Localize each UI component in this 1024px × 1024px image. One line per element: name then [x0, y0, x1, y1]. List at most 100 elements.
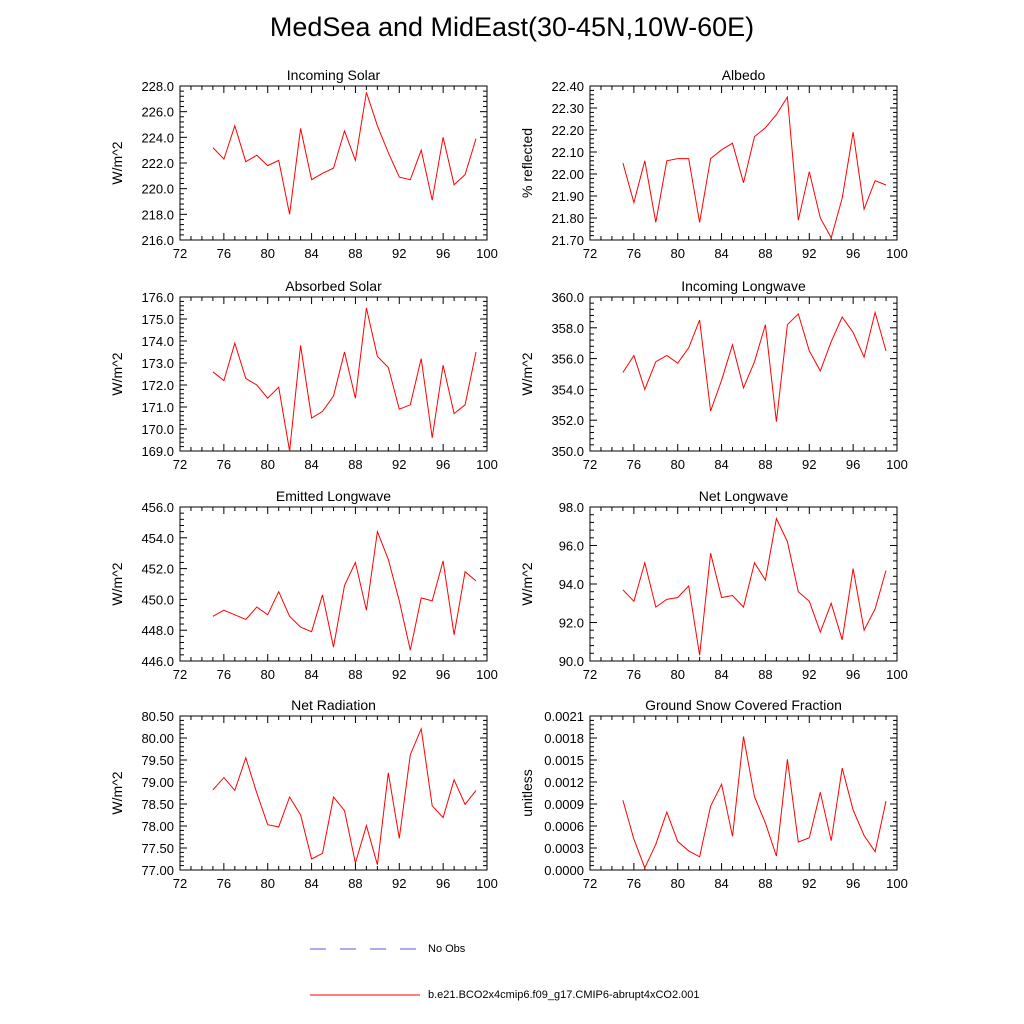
x-tick-label: 72 — [173, 246, 187, 261]
panel-title: Ground Snow Covered Fraction — [645, 697, 842, 713]
x-tick-label: 88 — [758, 667, 772, 682]
y-tick-label: 0.0015 — [544, 753, 584, 768]
y-tick-label: 171.0 — [141, 400, 174, 415]
x-tick-label: 84 — [714, 457, 728, 472]
x-tick-label: 76 — [627, 667, 641, 682]
x-tick-label: 92 — [392, 246, 406, 261]
x-tick-label: 92 — [392, 876, 406, 891]
x-tick-label: 84 — [714, 667, 728, 682]
plot-frame — [179, 715, 488, 871]
y-tick-label: 79.00 — [141, 775, 174, 790]
x-tick-label: 80 — [260, 457, 274, 472]
y-tick-label: 224.0 — [141, 130, 174, 145]
data-series-line — [622, 736, 887, 870]
y-tick-label: 77.00 — [141, 863, 174, 878]
y-axis-label: W/m^2 — [109, 352, 125, 395]
y-tick-label: 173.0 — [141, 356, 174, 371]
x-tick-label: 80 — [670, 457, 684, 472]
legend-model-line — [310, 994, 420, 996]
panel-title: Absorbed Solar — [285, 278, 382, 294]
x-tick-label: 84 — [714, 246, 728, 261]
chart-panel-8: Ground Snow Covered Fraction unitless 72 76… — [519, 697, 908, 891]
y-tick-label: 452.0 — [141, 562, 174, 577]
x-tick-label: 84 — [304, 667, 318, 682]
y-tick-label: 175.0 — [141, 312, 174, 327]
x-tick-label: 88 — [348, 876, 362, 891]
panel-title: Net Radiation — [291, 697, 376, 713]
chart-panel-2: Albedo % reflected 72 76 80 84 88 92 96 100 21.70 2… — [519, 67, 908, 261]
x-tick-label: 92 — [802, 667, 816, 682]
legend-obs-line — [310, 948, 420, 950]
data-series-line — [212, 726, 477, 865]
y-tick-label: 450.0 — [141, 592, 174, 607]
x-tick-label: 92 — [802, 876, 816, 891]
y-tick-label: 22.40 — [551, 79, 584, 94]
plot-frame — [179, 506, 488, 662]
y-tick-label: 0.0000 — [544, 863, 584, 878]
y-tick-label: 78.50 — [141, 797, 174, 812]
y-tick-label: 22.20 — [551, 123, 584, 138]
figure-title: MedSea and MidEast(30-45N,10W-60E) — [269, 12, 755, 42]
x-tick-label: 96 — [846, 667, 860, 682]
x-tick-label: 84 — [304, 246, 318, 261]
x-tick-label: 92 — [802, 457, 816, 472]
x-tick-label: 100 — [886, 457, 908, 472]
y-tick-label: 456.0 — [141, 500, 174, 515]
x-tick-label: 92 — [392, 457, 406, 472]
y-tick-label: 358.0 — [551, 321, 584, 336]
y-tick-label: 22.30 — [551, 101, 584, 116]
x-tick-label: 72 — [583, 457, 597, 472]
y-tick-label: 0.0009 — [544, 797, 584, 812]
x-tick-label: 100 — [886, 876, 908, 891]
x-tick-label: 96 — [436, 246, 450, 261]
x-tick-label: 72 — [583, 667, 597, 682]
x-tick-label: 72 — [173, 457, 187, 472]
x-tick-label: 96 — [846, 876, 860, 891]
y-axis-label: W/m^2 — [109, 562, 125, 605]
y-tick-label: 96.0 — [559, 539, 584, 554]
x-tick-label: 92 — [802, 246, 816, 261]
y-tick-label: 21.80 — [551, 211, 584, 226]
y-tick-label: 79.50 — [141, 753, 174, 768]
x-tick-label: 100 — [476, 876, 498, 891]
x-tick-label: 84 — [714, 876, 728, 891]
x-tick-label: 96 — [846, 457, 860, 472]
plot-frame — [179, 85, 488, 241]
x-tick-label: 100 — [476, 457, 498, 472]
x-tick-label: 100 — [886, 246, 908, 261]
data-series-line — [212, 307, 477, 452]
x-tick-label: 100 — [886, 667, 908, 682]
y-axis-label: W/m^2 — [519, 352, 535, 395]
chart-panel-5: Emitted Longwave W/m^2 72 76 80 84 88 92 96 100 44… — [109, 488, 498, 682]
x-tick-label: 72 — [583, 246, 597, 261]
x-tick-label: 84 — [304, 876, 318, 891]
panel-title: Incoming Longwave — [681, 278, 806, 294]
y-tick-label: 0.0018 — [544, 731, 584, 746]
x-tick-label: 100 — [476, 246, 498, 261]
chart-panel-1: Incoming Solar W/m^2 72 76 80 84 88 92 96 100 216.… — [109, 67, 498, 261]
y-tick-label: 21.70 — [551, 233, 584, 248]
y-tick-label: 222.0 — [141, 156, 174, 171]
x-tick-label: 76 — [627, 246, 641, 261]
y-tick-label: 0.0021 — [544, 709, 584, 724]
y-tick-label: 169.0 — [141, 444, 174, 459]
x-tick-label: 96 — [436, 457, 450, 472]
y-tick-label: 92.0 — [559, 616, 584, 631]
y-tick-label: 446.0 — [141, 654, 174, 669]
legend-obs-label: No Obs — [428, 943, 466, 955]
x-tick-label: 100 — [476, 667, 498, 682]
panel-title: Albedo — [722, 67, 766, 83]
chart-panel-3: Absorbed Solar W/m^2 72 76 80 84 88 92 96 100 169.… — [109, 278, 498, 472]
chart-panel-6: Net Longwave W/m^2 72 76 80 84 88 92 96 100 90.0 92… — [519, 488, 908, 682]
y-tick-label: 80.00 — [141, 731, 174, 746]
y-tick-label: 90.0 — [559, 654, 584, 669]
y-tick-label: 176.0 — [141, 290, 174, 305]
y-axis-label: % reflected — [519, 128, 535, 198]
y-tick-label: 78.00 — [141, 819, 174, 834]
x-tick-label: 76 — [217, 667, 231, 682]
x-tick-label: 80 — [670, 876, 684, 891]
y-tick-label: 226.0 — [141, 105, 174, 120]
x-tick-label: 80 — [670, 667, 684, 682]
y-tick-label: 22.00 — [551, 167, 584, 182]
x-tick-label: 84 — [304, 457, 318, 472]
